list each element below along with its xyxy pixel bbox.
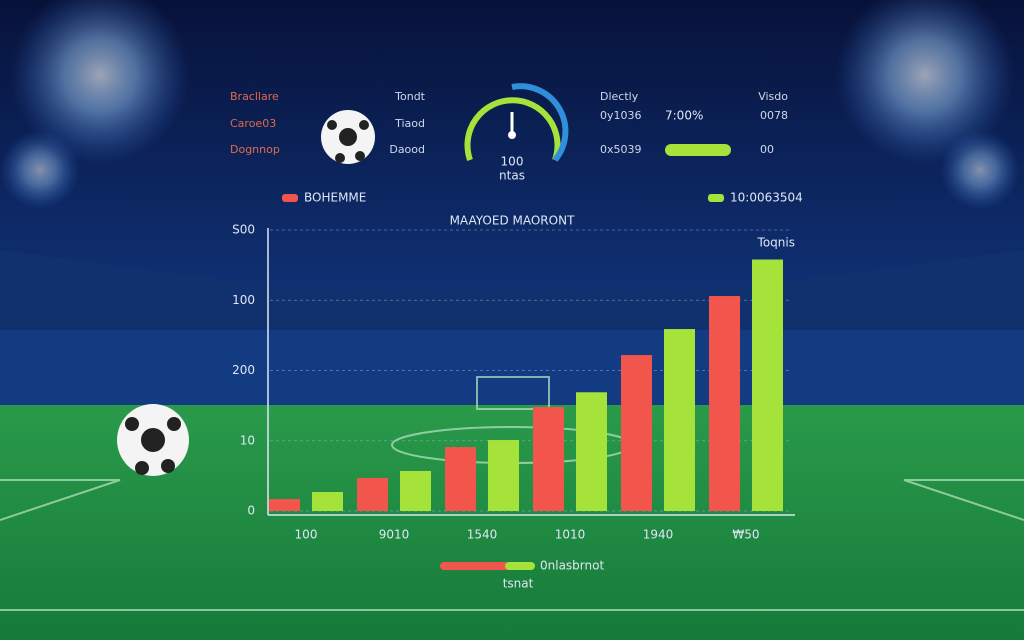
footer-caption: tsnat <box>503 577 534 591</box>
right-label: 0x5039 <box>600 143 642 156</box>
legend-label: BOHEMME <box>304 191 366 205</box>
y-tick-label: 10 <box>240 433 255 447</box>
left-value: Tiaod <box>394 117 425 130</box>
bar <box>400 470 431 511</box>
y-tick-label: 100 <box>232 293 255 307</box>
right-label: Dlectly <box>600 90 639 103</box>
footer-bar <box>440 562 510 570</box>
floodlight-left <box>10 0 190 165</box>
x-tick-label: 1540 <box>467 528 498 542</box>
bar <box>445 447 476 511</box>
footer-label: 0nlasbrnot <box>540 559 604 573</box>
y-tick-label: S00 <box>232 223 255 237</box>
legend-label: 10:0063504 <box>730 191 803 205</box>
right-label: 0y1036 <box>600 109 642 122</box>
floodlight <box>0 130 80 210</box>
footer-bar <box>505 562 535 570</box>
stands-front <box>0 330 1024 410</box>
left-label: Caroe03 <box>230 117 276 130</box>
y-tick-label: 200 <box>232 363 255 377</box>
bar <box>664 329 695 511</box>
x-tick-label: 1940 <box>643 528 674 542</box>
ball-left <box>117 404 189 476</box>
bar <box>576 392 607 511</box>
x-tick-label: ₩50 <box>732 528 759 542</box>
bar <box>488 440 519 511</box>
bar <box>312 492 343 511</box>
left-label: Bracllare <box>230 90 279 103</box>
legend-swatch <box>708 194 724 202</box>
gauge-value: 100 <box>501 155 524 169</box>
corner-label: Toqnis <box>757 236 795 250</box>
right-value: Visdo <box>758 90 788 103</box>
floodlight <box>940 130 1020 210</box>
right-big: 7:00% <box>665 109 703 123</box>
right-value: 00 <box>760 143 774 156</box>
floodlight-right <box>835 0 1015 165</box>
bar <box>621 355 652 511</box>
y-tick-label: 0 <box>247 504 255 518</box>
bar <box>357 477 388 511</box>
bar <box>533 407 564 511</box>
gauge-caption: ntas <box>499 169 525 183</box>
x-tick-label: 100 <box>295 528 318 542</box>
chart-title: MAAYOED MAORONT <box>450 214 575 228</box>
bar <box>752 259 783 511</box>
legend-swatch <box>282 194 298 202</box>
bar <box>269 499 300 511</box>
x-tick-label: 1010 <box>555 528 586 542</box>
left-value: Daood <box>389 143 425 156</box>
bar <box>709 296 740 511</box>
left-value: Tondt <box>394 90 426 103</box>
x-tick-label: 9010 <box>379 528 410 542</box>
right-value: 0078 <box>760 109 788 122</box>
ball-top <box>321 110 375 164</box>
left-label: Dognnop <box>230 143 280 156</box>
gauge <box>464 83 569 162</box>
progress <box>665 144 731 156</box>
